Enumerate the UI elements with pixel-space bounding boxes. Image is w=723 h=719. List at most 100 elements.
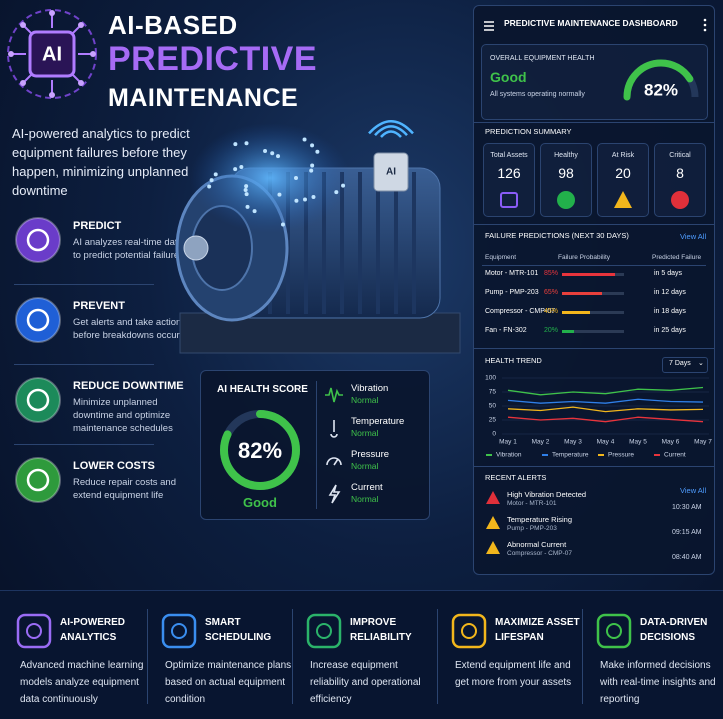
sensor-name: Vibration xyxy=(351,383,389,394)
summary-label: Total Assets xyxy=(490,152,528,159)
failures-link[interactable]: View All xyxy=(680,232,707,241)
brain-node xyxy=(276,154,281,159)
summary-icon xyxy=(500,192,518,208)
dot xyxy=(703,18,707,22)
range-caret: ⌄ xyxy=(698,360,704,367)
sensor-status: Normal xyxy=(351,428,379,438)
feature-text: Reduce repair costs and extend equipment… xyxy=(73,477,176,501)
benefit-divider xyxy=(147,609,148,704)
trend-heading: HEALTH TREND xyxy=(485,356,542,365)
sensor-glyph xyxy=(325,387,343,403)
brain-node xyxy=(244,192,249,197)
benefit-icon xyxy=(306,613,342,649)
probability-bar xyxy=(562,311,590,314)
feature-text: AI analyzes real-time data to predict po… xyxy=(73,237,184,261)
alert-icon xyxy=(486,541,500,554)
dot xyxy=(703,28,707,32)
probability-track xyxy=(562,330,624,333)
wifi-arc xyxy=(368,120,414,135)
brain-node xyxy=(280,222,285,227)
range-label: 7 Days xyxy=(669,360,691,367)
feature-icon-glyph xyxy=(26,228,50,252)
benefit-icon xyxy=(451,613,487,649)
sensor-glyph xyxy=(326,457,342,466)
health-title: AI HEALTH SCORE xyxy=(217,384,308,395)
feature-icon-bg xyxy=(15,217,61,263)
probability-label: 65% xyxy=(544,289,559,296)
prediction: in 12 days xyxy=(654,289,686,296)
title-line: PREDICTIVE xyxy=(108,40,318,78)
y-tick-label: 0 xyxy=(492,431,496,438)
feature-icon-bg xyxy=(15,297,61,343)
feature-icon-bg xyxy=(15,457,61,503)
column-header: Equipment xyxy=(485,254,517,261)
brain-node xyxy=(270,151,275,156)
dashboard-title: PREDICTIVE MAINTENANCE DASHBOARD xyxy=(504,18,678,28)
range-select[interactable]: 7 Days ⌄ xyxy=(662,357,708,373)
logo-node xyxy=(49,92,55,98)
feature-icon xyxy=(15,217,61,263)
benefit-icon xyxy=(161,613,197,649)
brain-node xyxy=(309,168,314,173)
trend-line xyxy=(507,386,704,396)
benefit-glyph-dot xyxy=(606,623,622,639)
benefit-divider xyxy=(582,609,583,704)
alert-triangle xyxy=(486,491,500,504)
sensor-status: Normal xyxy=(351,395,379,405)
brain-node xyxy=(244,141,249,146)
sensor-box xyxy=(373,152,409,192)
brain-node xyxy=(302,137,307,142)
sensor-glyph xyxy=(328,484,341,504)
brain-node xyxy=(233,167,238,172)
menu-icon[interactable] xyxy=(483,20,495,32)
brain-node xyxy=(263,148,268,153)
gauge-arc xyxy=(220,410,300,490)
trend-chart: 0 25 50 75 100 May 1 May 2 May 3 May 4 May 5 May 6… xyxy=(485,375,712,459)
equipment: Fan - FN-302 xyxy=(485,327,527,334)
probability-track xyxy=(562,311,624,314)
title-line: AI-BASED xyxy=(108,10,238,40)
probability-bar xyxy=(562,292,603,295)
logo-node xyxy=(20,79,27,86)
benefit-text: Optimize maintenance plans based on actu… xyxy=(165,660,292,705)
summary-icon xyxy=(671,191,689,209)
feature-divider xyxy=(14,364,154,365)
overall-heading: OVERALL EQUIPMENT HEALTH xyxy=(490,55,595,62)
alert-time: 08:40 AM xyxy=(672,554,702,561)
motor-shaft xyxy=(183,235,209,261)
alerts-link[interactable]: View All xyxy=(680,486,707,495)
probability-label: 45% xyxy=(544,308,559,315)
summary-card: Critical 8 xyxy=(654,143,706,217)
legend-label: Vibration xyxy=(496,452,522,459)
brain-node xyxy=(244,184,249,189)
benefit-text: Make informed decisions with real-time i… xyxy=(600,660,716,705)
x-tick-label: May 5 xyxy=(629,439,647,446)
feature-text: Minimize unplanned downtime and optimize… xyxy=(73,397,173,434)
feature-title: REDUCE DOWNTIME xyxy=(73,380,184,392)
dashboard: PREDICTIVE MAINTENANCE DASHBOARD OVERALL … xyxy=(473,5,715,575)
feature-icon-glyph xyxy=(26,468,50,492)
brain-node xyxy=(239,164,244,169)
icon-shape xyxy=(500,192,518,208)
gauge-arc xyxy=(623,59,699,101)
brain-node xyxy=(341,183,346,188)
brain-node xyxy=(310,143,315,148)
x-tick-label: May 6 xyxy=(662,439,680,446)
feature-text: Get alerts and take action before breakd… xyxy=(73,317,182,341)
brain-node xyxy=(207,184,212,189)
benefit-glyph-dot xyxy=(171,623,187,639)
summary-icon xyxy=(614,191,632,208)
y-tick-label: 25 xyxy=(489,417,497,424)
icon-shape xyxy=(557,191,575,209)
dot xyxy=(703,23,707,27)
section-divider xyxy=(474,466,714,467)
more-icon[interactable] xyxy=(702,18,708,32)
summary-heading: PREDICTION SUMMARY xyxy=(485,127,572,136)
trend-line xyxy=(507,398,704,404)
feature-icon-glyph xyxy=(26,308,50,332)
feature-divider xyxy=(14,284,154,285)
wifi-arc xyxy=(374,125,408,137)
intro: AI-powered analytics to predict equipmen… xyxy=(12,126,190,198)
x-tick-label: May 1 xyxy=(499,439,517,446)
benefit-icon xyxy=(16,613,52,649)
